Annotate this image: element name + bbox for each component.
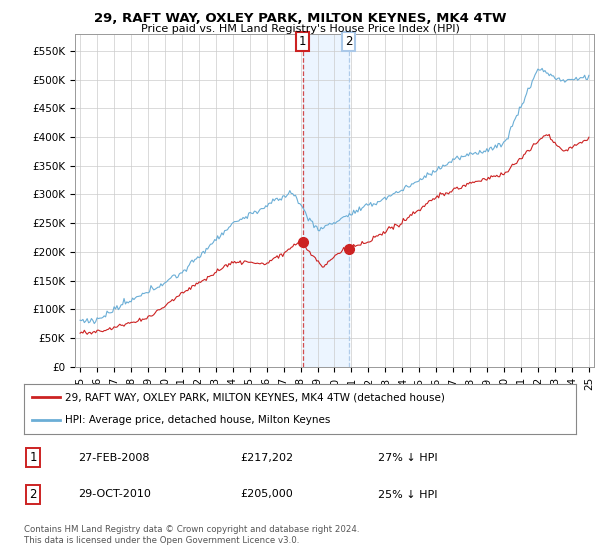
- Text: HPI: Average price, detached house, Milton Keynes: HPI: Average price, detached house, Milt…: [65, 416, 331, 426]
- Text: 29-OCT-2010: 29-OCT-2010: [78, 489, 151, 500]
- Text: 29, RAFT WAY, OXLEY PARK, MILTON KEYNES, MK4 4TW (detached house): 29, RAFT WAY, OXLEY PARK, MILTON KEYNES,…: [65, 392, 445, 402]
- Text: 2: 2: [29, 488, 37, 501]
- Text: 1: 1: [29, 451, 37, 464]
- Text: £217,202: £217,202: [240, 452, 293, 463]
- Text: £205,000: £205,000: [240, 489, 293, 500]
- Bar: [302, 34, 349, 367]
- Text: 25% ↓ HPI: 25% ↓ HPI: [378, 489, 437, 500]
- Text: 27% ↓ HPI: 27% ↓ HPI: [378, 452, 437, 463]
- Text: 1: 1: [299, 35, 307, 48]
- Text: 29, RAFT WAY, OXLEY PARK, MILTON KEYNES, MK4 4TW: 29, RAFT WAY, OXLEY PARK, MILTON KEYNES,…: [94, 12, 506, 25]
- Text: 2: 2: [345, 35, 352, 48]
- Text: Price paid vs. HM Land Registry's House Price Index (HPI): Price paid vs. HM Land Registry's House …: [140, 24, 460, 34]
- Text: Contains HM Land Registry data © Crown copyright and database right 2024.
This d: Contains HM Land Registry data © Crown c…: [24, 525, 359, 545]
- Text: 27-FEB-2008: 27-FEB-2008: [78, 452, 149, 463]
